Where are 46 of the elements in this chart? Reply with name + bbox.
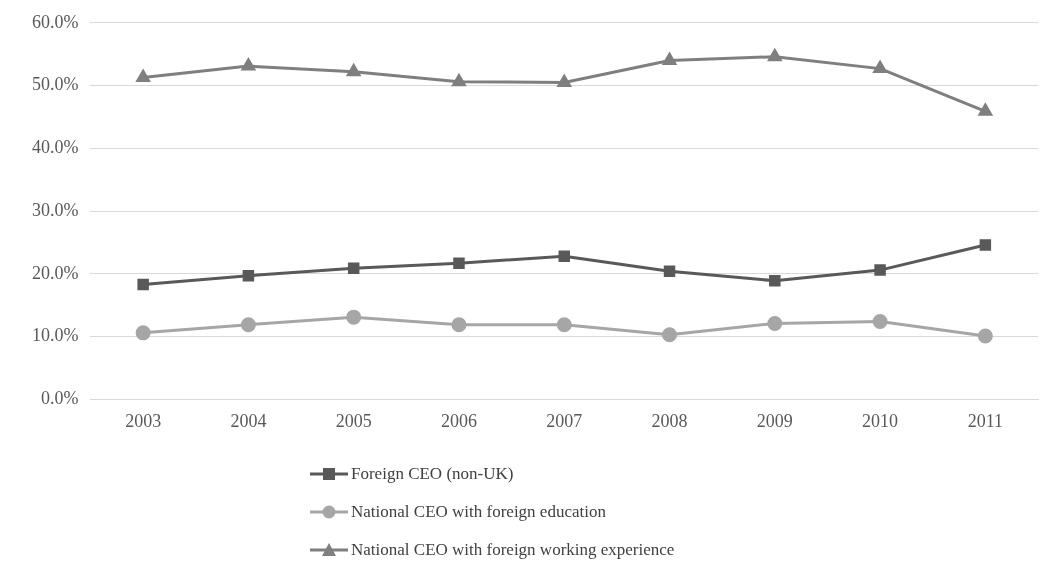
y-tick-label: 10.0% (31, 325, 79, 346)
point (242, 270, 255, 282)
x-tick-label: 2009 (756, 410, 793, 431)
point (452, 74, 466, 87)
y-tick-label: 50.0% (31, 74, 79, 95)
point (556, 317, 572, 333)
point (978, 103, 993, 116)
point (873, 61, 887, 74)
point (347, 262, 360, 274)
x-tick-label: 2008 (651, 410, 688, 431)
point (240, 317, 256, 333)
y-tick-label: 60.0% (31, 11, 79, 32)
legend-label: National CEO with foreign education (351, 502, 606, 522)
legend-label: Foreign CEO (non-UK) (351, 464, 514, 484)
point (979, 239, 992, 251)
x-tick-label: 2004 (230, 410, 267, 431)
point (662, 327, 678, 343)
x-tick-label: 2003 (125, 410, 162, 431)
point (768, 49, 782, 62)
point (872, 314, 888, 330)
point (663, 265, 676, 278)
y-tick-label: 40.0% (31, 137, 79, 158)
point (346, 64, 361, 77)
x-tick-label: 2007 (546, 410, 583, 431)
point (241, 58, 256, 71)
point (662, 52, 677, 65)
x-tick-label: 2010 (862, 410, 899, 431)
point (451, 317, 467, 333)
x-tick-label: 2011 (967, 410, 1004, 431)
point (558, 250, 570, 263)
point (767, 315, 783, 331)
point (135, 325, 151, 341)
point (137, 278, 149, 291)
y-tick-label: 30.0% (31, 199, 79, 220)
y-tick-label: 0.0% (40, 388, 79, 409)
point (346, 309, 362, 325)
point (769, 275, 781, 287)
legend-label: National CEO with foreign working experience (351, 540, 675, 560)
point (874, 264, 886, 276)
point (557, 74, 571, 87)
point (136, 69, 150, 82)
y-tick-label: 20.0% (31, 262, 79, 283)
x-tick-label: 2005 (335, 410, 372, 431)
point (977, 328, 993, 344)
x-tick-label: 2006 (440, 410, 477, 431)
point (453, 257, 465, 269)
